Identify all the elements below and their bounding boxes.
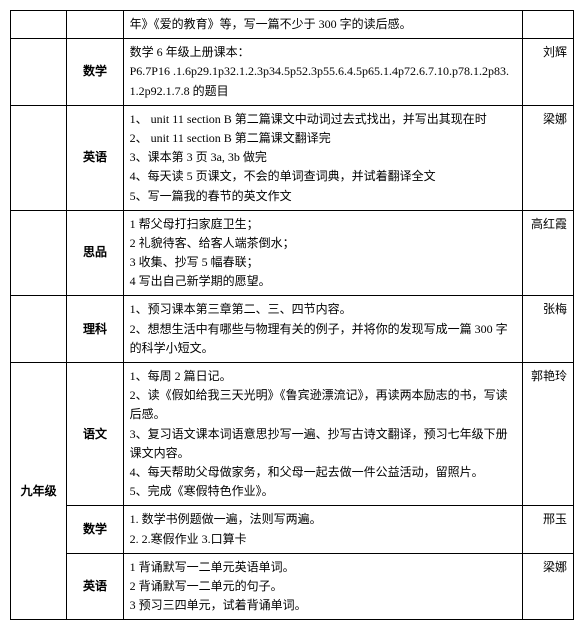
teacher-cell: 邢玉 <box>522 506 573 553</box>
teacher-cell <box>522 11 573 39</box>
teacher-cell: 高红霞 <box>522 210 573 296</box>
grade-cell <box>11 296 67 363</box>
teacher-cell: 刘辉 <box>522 39 573 106</box>
grade-cell <box>11 11 67 39</box>
teacher-cell: 张梅 <box>522 296 573 363</box>
grade-cell <box>11 105 67 210</box>
content-cell: 1、预习课本第三章第二、三、四节内容。2、想想生活中有哪些与物理有关的例子，并将… <box>123 296 522 363</box>
subject-cell: 数学 <box>67 506 123 553</box>
subject-cell: 理科 <box>67 296 123 363</box>
grade-cell: 九年级 <box>11 363 67 620</box>
grade-cell <box>11 39 67 106</box>
table-row: 九年级语文1、每周 2 篇日记。2、读《假如给我三天光明》《鲁宾逊漂流记》，再读… <box>11 363 574 506</box>
content-cell: 1、每周 2 篇日记。2、读《假如给我三天光明》《鲁宾逊漂流记》，再读两本励志的… <box>123 363 522 506</box>
content-cell: 数学 6 年级上册课本：P6.7P16 .1.6p29.1p32.1.2.3p3… <box>123 39 522 106</box>
subject-cell: 语文 <box>67 363 123 506</box>
content-cell: 年》《爱的教育》等，写一篇不少于 300 字的读后感。 <box>123 11 522 39</box>
subject-cell: 数学 <box>67 39 123 106</box>
table-row: 英语1、 unit 11 section B 第二篇课文中动词过去式找出，并写出… <box>11 105 574 210</box>
table-row: 数学数学 6 年级上册课本：P6.7P16 .1.6p29.1p32.1.2.3… <box>11 39 574 106</box>
table-row: 英语1 背诵默写一二单元英语单词。2 背诵默写一二单元的句子。3 预习三四单元，… <box>11 553 574 620</box>
teacher-cell: 梁娜 <box>522 105 573 210</box>
grade-cell <box>11 210 67 296</box>
subject-cell: 英语 <box>67 553 123 620</box>
teacher-cell: 郭艳玲 <box>522 363 573 506</box>
table-row: 思品1 帮父母打扫家庭卫生；2 礼貌待客、给客人端茶倒水；3 收集、抄写 5 幅… <box>11 210 574 296</box>
schedule-table: 年》《爱的教育》等，写一篇不少于 300 字的读后感。数学数学 6 年级上册课本… <box>10 10 574 620</box>
content-cell: 1 帮父母打扫家庭卫生；2 礼貌待客、给客人端茶倒水；3 收集、抄写 5 幅春联… <box>123 210 522 296</box>
subject-cell: 英语 <box>67 105 123 210</box>
content-cell: 1. 数学书例题做一遍，法则写两遍。2. 2.寒假作业 3.口算卡 <box>123 506 522 553</box>
subject-cell <box>67 11 123 39</box>
content-cell: 1 背诵默写一二单元英语单词。2 背诵默写一二单元的句子。3 预习三四单元，试着… <box>123 553 522 620</box>
table-row: 年》《爱的教育》等，写一篇不少于 300 字的读后感。 <box>11 11 574 39</box>
content-cell: 1、 unit 11 section B 第二篇课文中动词过去式找出，并写出其现… <box>123 105 522 210</box>
table-row: 数学1. 数学书例题做一遍，法则写两遍。2. 2.寒假作业 3.口算卡邢玉 <box>11 506 574 553</box>
subject-cell: 思品 <box>67 210 123 296</box>
table-row: 理科1、预习课本第三章第二、三、四节内容。2、想想生活中有哪些与物理有关的例子，… <box>11 296 574 363</box>
teacher-cell: 梁娜 <box>522 553 573 620</box>
